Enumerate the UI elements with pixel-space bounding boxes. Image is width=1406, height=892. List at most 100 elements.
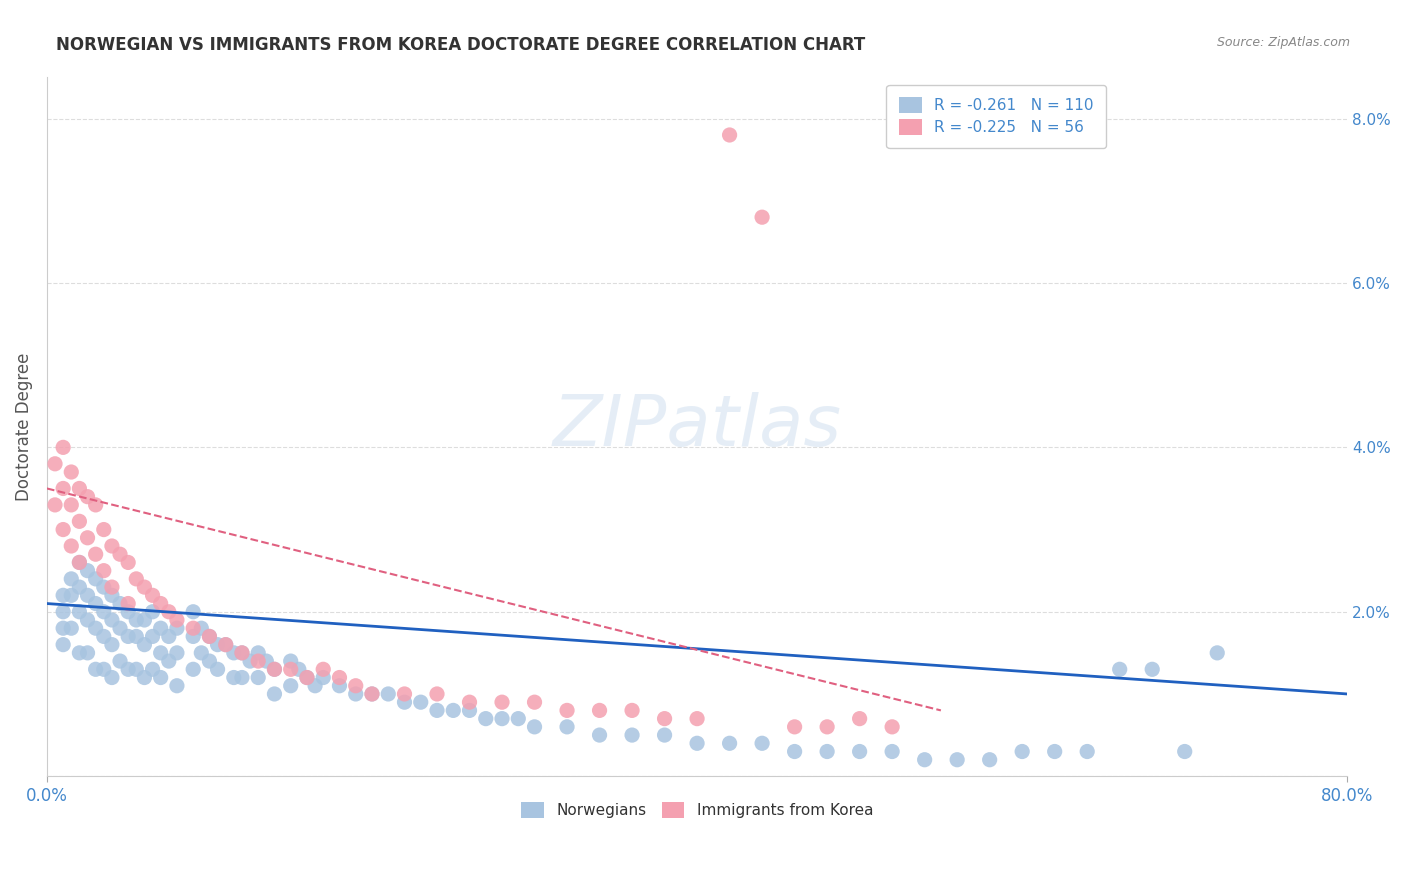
Legend: Norwegians, Immigrants from Korea: Norwegians, Immigrants from Korea xyxy=(515,797,879,824)
Point xyxy=(52,482,75,496)
Point xyxy=(101,580,124,594)
Point xyxy=(117,597,139,611)
Point xyxy=(555,703,578,717)
Point xyxy=(181,662,204,676)
Point xyxy=(295,671,318,685)
Point xyxy=(44,498,66,512)
Point xyxy=(93,580,115,594)
Point xyxy=(134,671,156,685)
Point xyxy=(783,720,806,734)
Point xyxy=(328,679,350,693)
Point xyxy=(125,613,148,627)
Point xyxy=(718,128,741,142)
Point xyxy=(84,498,107,512)
Point xyxy=(108,654,131,668)
Point xyxy=(1011,745,1033,759)
Point xyxy=(76,588,98,602)
Point xyxy=(52,441,75,455)
Point xyxy=(67,646,90,660)
Point xyxy=(783,745,806,759)
Point xyxy=(190,646,212,660)
Point xyxy=(815,745,838,759)
Point xyxy=(67,514,90,528)
Point xyxy=(198,629,221,643)
Point xyxy=(686,712,709,726)
Text: NORWEGIAN VS IMMIGRANTS FROM KOREA DOCTORATE DEGREE CORRELATION CHART: NORWEGIAN VS IMMIGRANTS FROM KOREA DOCTO… xyxy=(56,36,866,54)
Point xyxy=(198,654,221,668)
Point xyxy=(93,605,115,619)
Point xyxy=(654,728,676,742)
Point xyxy=(254,654,277,668)
Point xyxy=(231,646,253,660)
Point xyxy=(60,572,83,586)
Point xyxy=(76,646,98,660)
Point xyxy=(117,662,139,676)
Point xyxy=(491,712,513,726)
Point xyxy=(181,605,204,619)
Point xyxy=(84,597,107,611)
Point xyxy=(247,654,270,668)
Point xyxy=(76,490,98,504)
Point xyxy=(328,671,350,685)
Point xyxy=(751,210,773,224)
Point xyxy=(67,580,90,594)
Point xyxy=(979,753,1001,767)
Point xyxy=(312,671,335,685)
Point xyxy=(108,597,131,611)
Point xyxy=(52,605,75,619)
Point xyxy=(441,703,464,717)
Point xyxy=(84,547,107,561)
Point xyxy=(67,556,90,570)
Point xyxy=(60,621,83,635)
Point xyxy=(247,671,270,685)
Point xyxy=(141,588,163,602)
Point xyxy=(458,695,481,709)
Point xyxy=(108,547,131,561)
Point xyxy=(125,629,148,643)
Point xyxy=(751,736,773,750)
Point xyxy=(52,523,75,537)
Point xyxy=(67,482,90,496)
Point xyxy=(198,629,221,643)
Point xyxy=(588,703,610,717)
Point xyxy=(523,695,546,709)
Point xyxy=(1206,646,1229,660)
Point xyxy=(247,646,270,660)
Point xyxy=(718,736,741,750)
Point xyxy=(76,531,98,545)
Point xyxy=(108,621,131,635)
Point xyxy=(474,712,496,726)
Point xyxy=(491,695,513,709)
Point xyxy=(377,687,399,701)
Point xyxy=(149,621,172,635)
Point xyxy=(101,671,124,685)
Point xyxy=(157,605,180,619)
Point xyxy=(149,597,172,611)
Point xyxy=(288,662,311,676)
Point xyxy=(134,613,156,627)
Point xyxy=(60,465,83,479)
Point xyxy=(215,638,238,652)
Point xyxy=(207,662,229,676)
Point xyxy=(93,662,115,676)
Point xyxy=(394,695,416,709)
Point xyxy=(166,613,188,627)
Point xyxy=(295,671,318,685)
Point xyxy=(149,646,172,660)
Point xyxy=(621,703,644,717)
Point xyxy=(207,638,229,652)
Y-axis label: Doctorate Degree: Doctorate Degree xyxy=(15,352,32,501)
Point xyxy=(76,613,98,627)
Point xyxy=(117,629,139,643)
Point xyxy=(67,605,90,619)
Point xyxy=(93,564,115,578)
Point xyxy=(60,588,83,602)
Point xyxy=(67,556,90,570)
Point xyxy=(280,662,302,676)
Point xyxy=(93,629,115,643)
Point xyxy=(848,712,870,726)
Point xyxy=(1174,745,1197,759)
Point xyxy=(654,712,676,726)
Point xyxy=(312,662,335,676)
Point xyxy=(304,679,326,693)
